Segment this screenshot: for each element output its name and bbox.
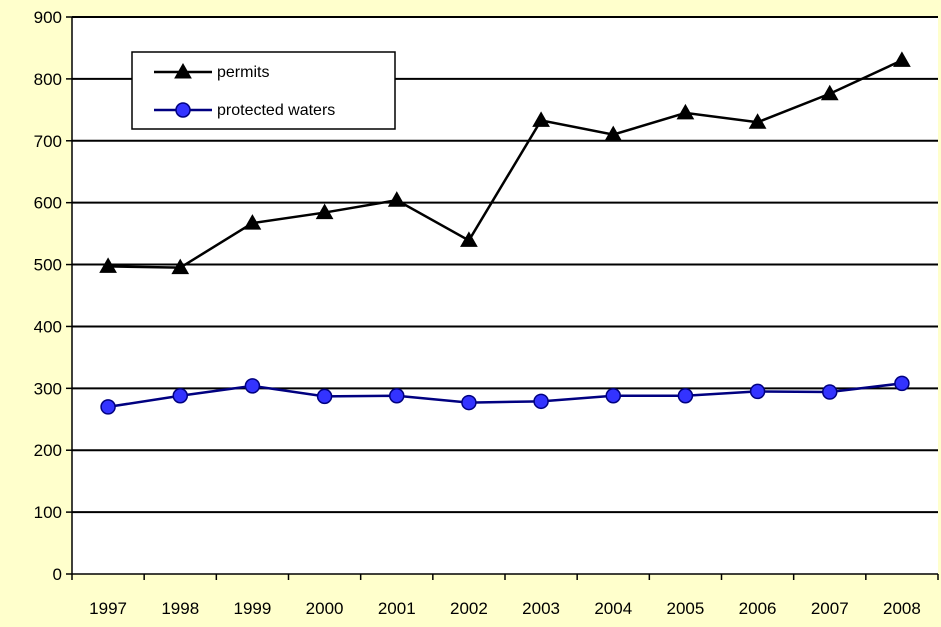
data-point-2006 bbox=[749, 383, 766, 400]
y-tick-label: 700 bbox=[34, 132, 62, 151]
x-tick-label-2004: 2004 bbox=[594, 599, 632, 618]
data-point-1998 bbox=[171, 258, 190, 275]
data-point-2002 bbox=[460, 231, 478, 247]
y-tick-labels: 0 100 200 300 400 500 600 700 800 900 bbox=[34, 8, 62, 584]
y-tick-label: 400 bbox=[34, 317, 62, 336]
x-tick-label-1999: 1999 bbox=[234, 599, 272, 618]
data-point-2006 bbox=[748, 113, 767, 129]
x-tick-label-1998: 1998 bbox=[161, 599, 199, 618]
data-point-1999 bbox=[244, 378, 261, 394]
data-point-2008 bbox=[894, 375, 910, 392]
series-line bbox=[108, 59, 903, 269]
data-point-2005 bbox=[676, 103, 695, 120]
legend-box bbox=[131, 51, 396, 130]
series bbox=[99, 51, 911, 415]
data-point-2004 bbox=[604, 125, 623, 142]
legend-entry-protected-waters: protected waters bbox=[154, 102, 335, 119]
data-point-1999 bbox=[243, 214, 262, 230]
x-tick-label-2006: 2006 bbox=[739, 599, 777, 618]
data-point-1997 bbox=[100, 399, 116, 415]
data-point-2000 bbox=[316, 388, 333, 405]
data-point-1998 bbox=[172, 388, 188, 404]
x-tick-label-1997: 1997 bbox=[89, 599, 127, 618]
legend-marker bbox=[175, 102, 191, 118]
series-permits bbox=[99, 51, 911, 275]
data-point-2004 bbox=[605, 388, 621, 404]
axes bbox=[66, 16, 939, 580]
data-point-2007 bbox=[822, 384, 838, 400]
x-tick-label-2003: 2003 bbox=[522, 599, 560, 618]
data-point-2008 bbox=[893, 51, 911, 67]
x-tick-label-2002: 2002 bbox=[450, 599, 488, 618]
y-tick-label: 500 bbox=[34, 256, 62, 275]
x-tick-label-2000: 2000 bbox=[306, 599, 344, 618]
x-tick-label-2007: 2007 bbox=[811, 599, 849, 618]
y-tick-label: 900 bbox=[34, 8, 62, 27]
data-point-2003 bbox=[533, 393, 549, 410]
y-tick-label: 0 bbox=[53, 565, 62, 584]
data-point-2001 bbox=[387, 191, 406, 207]
legend-marker bbox=[174, 62, 192, 79]
y-tick-label: 200 bbox=[34, 441, 62, 460]
x-tick-labels: 1997 1998 1999 2000 2001 2002 2003 2004 2005 2006… bbox=[89, 599, 921, 618]
data-point-2005 bbox=[677, 388, 694, 404]
y-tick-label: 100 bbox=[34, 503, 62, 522]
x-tick-label-2001: 2001 bbox=[378, 599, 416, 618]
y-tick-label: 600 bbox=[34, 194, 62, 213]
x-tick-label-2005: 2005 bbox=[667, 599, 705, 618]
data-point-2007 bbox=[820, 84, 839, 101]
legend-label: protected waters bbox=[217, 102, 335, 119]
data-point-1997 bbox=[99, 257, 117, 273]
legend-entry-permits: permits bbox=[154, 62, 269, 81]
legend: permits protected waters bbox=[131, 51, 396, 130]
series-protected-waters bbox=[100, 375, 910, 415]
data-point-2002 bbox=[461, 394, 477, 411]
data-point-2001 bbox=[389, 388, 405, 404]
series-line bbox=[107, 382, 903, 409]
y-tick-label: 800 bbox=[34, 70, 62, 89]
y-tick-label: 300 bbox=[34, 379, 62, 398]
data-point-2000 bbox=[315, 203, 334, 220]
legend-label: permits bbox=[217, 64, 269, 81]
data-point-2003 bbox=[532, 111, 550, 127]
x-tick-label-2008: 2008 bbox=[883, 599, 921, 618]
